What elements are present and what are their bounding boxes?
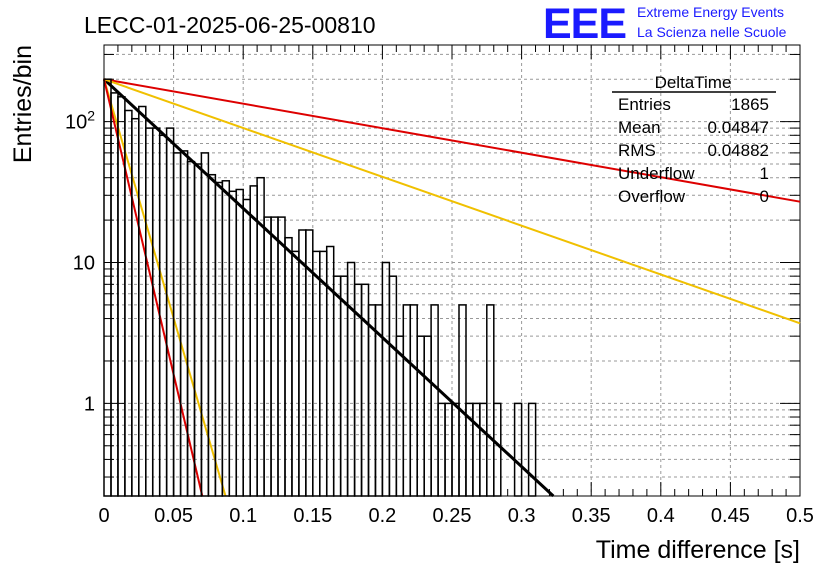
stats-value-underflow: 1 bbox=[760, 164, 769, 183]
histogram-bin bbox=[235, 188, 244, 497]
x-tick-label: 0.35 bbox=[572, 505, 611, 527]
y-axis-label: Entries/bin bbox=[9, 45, 37, 163]
histogram-bin bbox=[332, 275, 342, 497]
histogram-bin bbox=[138, 105, 147, 497]
histogram-bin bbox=[200, 152, 210, 497]
histogram-bin bbox=[339, 275, 349, 497]
band-line-1 bbox=[103, 78, 801, 203]
histogram-bin bbox=[458, 304, 467, 497]
stats-value-overflow: 0 bbox=[760, 187, 769, 206]
histogram-bin bbox=[416, 335, 425, 497]
x-tick-label: 0 bbox=[98, 505, 109, 527]
stats-label-rms: RMS bbox=[618, 141, 656, 160]
histogram-bin bbox=[395, 335, 405, 497]
stats-title: DeltaTime bbox=[655, 73, 732, 92]
histogram-bin bbox=[360, 283, 370, 497]
histogram-bin bbox=[388, 275, 398, 497]
fit-line bbox=[102, 78, 555, 498]
chart-title: LECC-01-2025-06-25-00810 bbox=[84, 12, 376, 38]
histogram-bin bbox=[228, 190, 238, 497]
x-tick-label: 0.5 bbox=[786, 505, 814, 527]
stats-label-underflow: Underflow bbox=[618, 164, 695, 183]
x-tick-label: 0.15 bbox=[293, 505, 332, 527]
band-line-3 bbox=[103, 78, 227, 497]
histogram-bin bbox=[214, 181, 224, 497]
x-tick-label: 0.4 bbox=[647, 505, 675, 527]
histogram-bin bbox=[430, 304, 439, 497]
histogram-bin bbox=[249, 185, 258, 497]
y-tick-label: 10 bbox=[73, 253, 95, 275]
histogram-bin bbox=[486, 304, 495, 497]
histogram-bin bbox=[346, 261, 356, 497]
y-tick-label: 102 bbox=[65, 108, 95, 134]
x-tick-label: 0.3 bbox=[508, 505, 536, 527]
stats-box: DeltaTime Entries 1865 Mean 0.04847 RMS … bbox=[612, 73, 776, 206]
stats-label-overflow: Overflow bbox=[618, 187, 686, 206]
histogram-bin bbox=[367, 304, 377, 497]
stats-label-entries: Entries bbox=[618, 95, 671, 114]
stats-label-mean: Mean bbox=[618, 118, 661, 137]
histogram-bin bbox=[179, 150, 189, 497]
histogram-bin bbox=[513, 402, 523, 497]
histogram-bin bbox=[381, 261, 391, 497]
histogram-bin bbox=[423, 335, 432, 497]
axes: 0 0.05 0.1 0.15 0.2 0.25 0.3 0.35 0.4 0.45 0.51101… bbox=[65, 45, 814, 527]
x-tick-label: 0.2 bbox=[368, 505, 396, 527]
logo-line-1: Extreme Energy Events bbox=[637, 4, 785, 20]
x-axis-label: Time difference [s] bbox=[596, 536, 800, 564]
stats-value-rms: 0.04882 bbox=[708, 141, 769, 160]
y-tick-label: 1 bbox=[84, 393, 95, 415]
x-tick-label: 0.25 bbox=[433, 505, 472, 527]
histogram-bin bbox=[145, 127, 154, 497]
histogram-bin bbox=[402, 304, 412, 497]
logo-line-2: La Scienza nelle Scuole bbox=[637, 24, 787, 40]
stats-value-mean: 0.04847 bbox=[708, 118, 769, 137]
histogram-bin bbox=[221, 180, 231, 497]
x-tick-label: 0.45 bbox=[711, 505, 750, 527]
histogram-bin bbox=[270, 216, 279, 497]
histogram-layer bbox=[103, 78, 537, 497]
eee-logo: EEE bbox=[543, 0, 627, 48]
x-tick-label: 0.05 bbox=[154, 505, 193, 527]
histogram-bin bbox=[103, 78, 112, 497]
histogram-bin bbox=[493, 402, 502, 497]
histogram-bin bbox=[277, 216, 286, 497]
histogram-bin bbox=[242, 198, 251, 497]
histogram-bin bbox=[409, 304, 418, 497]
histogram-bin bbox=[263, 216, 272, 497]
stats-value-entries: 1865 bbox=[731, 95, 769, 114]
histogram-bin bbox=[298, 229, 307, 497]
band-line-2 bbox=[103, 78, 801, 325]
x-tick-label: 0.1 bbox=[229, 505, 257, 527]
histogram-bin bbox=[527, 402, 537, 497]
